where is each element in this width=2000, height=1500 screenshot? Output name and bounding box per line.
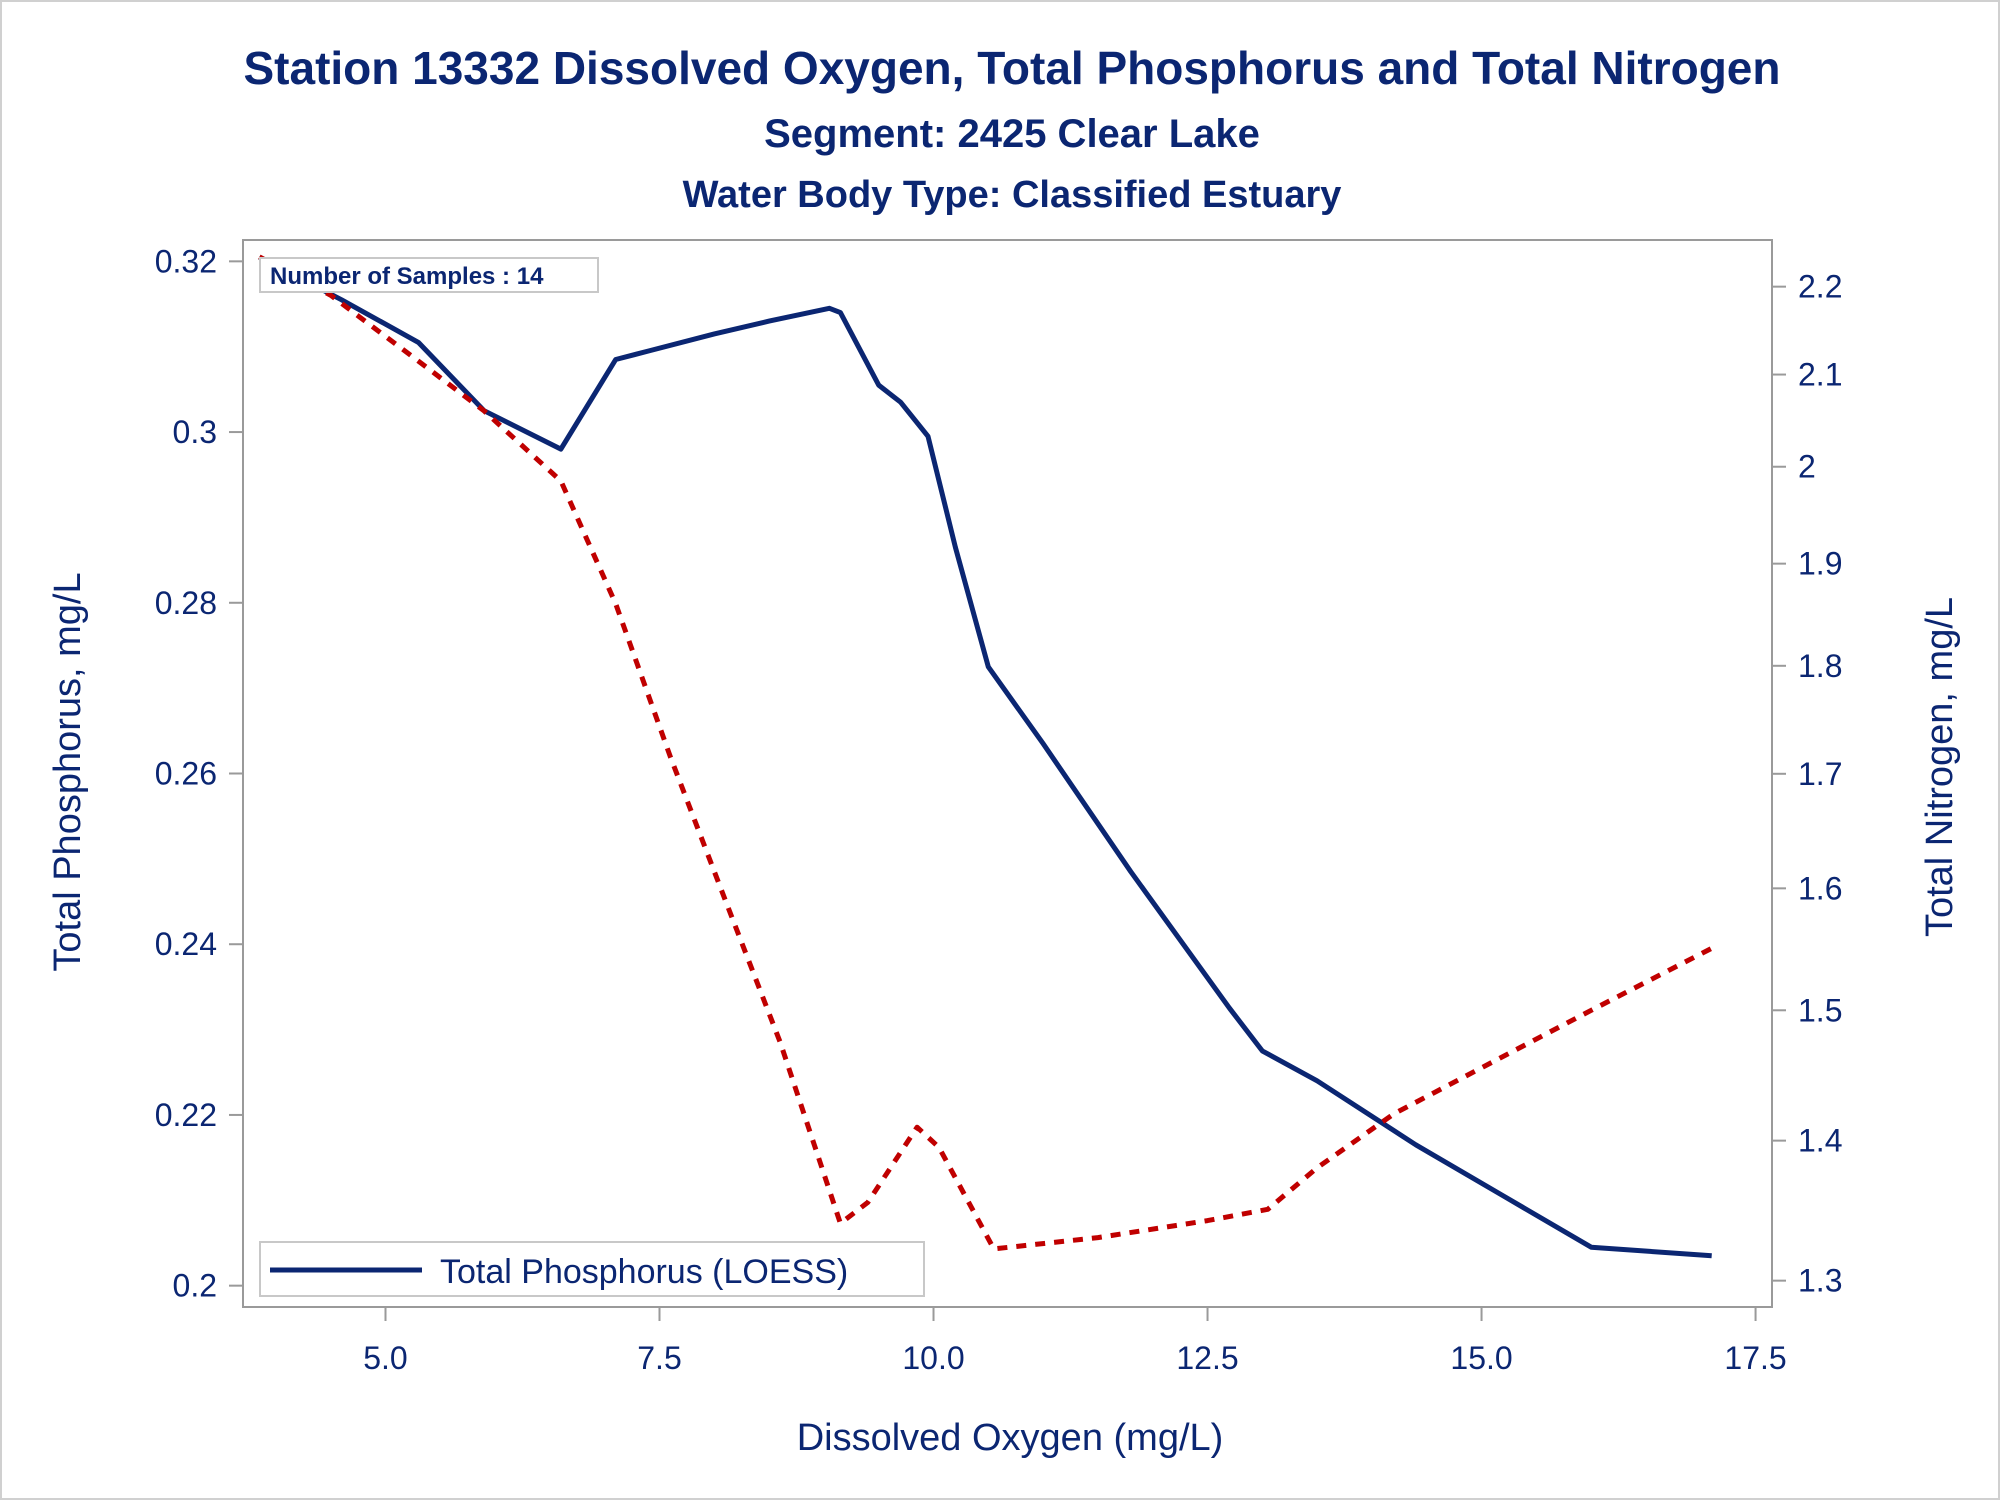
x-tick-label: 12.5 xyxy=(1176,1340,1238,1376)
y-tick-label: 0.24 xyxy=(155,926,217,962)
sample-count-text: Number of Samples : 14 xyxy=(270,263,544,290)
chart-subtitle-2: Water Body Type: Classified Estuary xyxy=(683,174,1342,216)
legend-entry-label: Total Phosphorus (LOESS) xyxy=(440,1253,848,1291)
y-axis-label: Total Phosphorus, mg/L xyxy=(47,572,89,971)
x-tick-label: 7.5 xyxy=(637,1340,681,1376)
y-tick-label: 0.26 xyxy=(155,756,217,792)
sample-count-box xyxy=(259,257,599,293)
y-tick-label: 0.28 xyxy=(155,585,217,621)
x-tick-label: 17.5 xyxy=(1724,1340,1786,1376)
x-axis-label: Dissolved Oxygen (mg/L) xyxy=(797,1417,1224,1459)
y2-tick-label: 2 xyxy=(1798,449,1816,485)
chart-title: Station 13332 Dissolved Oxygen, Total Ph… xyxy=(243,42,1780,94)
series-layer xyxy=(258,254,1713,1259)
y2-tick-label: 1.6 xyxy=(1798,870,1842,906)
legend: Total Phosphorus (LOESS) xyxy=(259,1241,925,1297)
x-tick-label: 15.0 xyxy=(1450,1340,1512,1376)
series-line-total-nitrogen xyxy=(258,254,1713,1252)
y-tick-label: 0.2 xyxy=(173,1268,217,1304)
y2-tick-label: 1.5 xyxy=(1798,992,1842,1028)
x-tick-label: 10.0 xyxy=(902,1340,964,1376)
y-tick-label: 0.3 xyxy=(173,414,217,450)
x-tick-label: 5.0 xyxy=(363,1340,407,1376)
y2-tick-label: 1.7 xyxy=(1798,756,1842,792)
y-axis-right: 1.3 1.4 1.5 1.6 1.7 1.8 1.9 2 2.1 2.2 xyxy=(1772,269,1842,1299)
y2-axis-label: Total Nitrogen, mg/L xyxy=(1919,597,1961,937)
y2-tick-label: 1.9 xyxy=(1798,546,1842,582)
x-axis: 5.0 7.5 10.0 12.5 15.0 17.5 xyxy=(363,1307,1787,1376)
chart-subtitle: Segment: 2425 Clear Lake xyxy=(764,112,1260,156)
sample-count-inset: Number of Samples : 14 xyxy=(259,257,599,293)
y-tick-label: 0.32 xyxy=(155,243,217,279)
y2-tick-label: 1.4 xyxy=(1798,1123,1842,1159)
y2-tick-label: 1.8 xyxy=(1798,648,1842,684)
y2-tick-label: 2.1 xyxy=(1798,357,1842,393)
y-tick-label: 0.22 xyxy=(155,1097,217,1133)
series-line-total-phosphorus xyxy=(258,254,1712,1259)
y-axis-left: 0.2 0.22 0.24 0.26 0.28 0.3 0.32 xyxy=(155,243,243,1304)
y2-tick-label: 1.3 xyxy=(1798,1263,1842,1299)
y2-tick-label: 2.2 xyxy=(1798,269,1842,305)
